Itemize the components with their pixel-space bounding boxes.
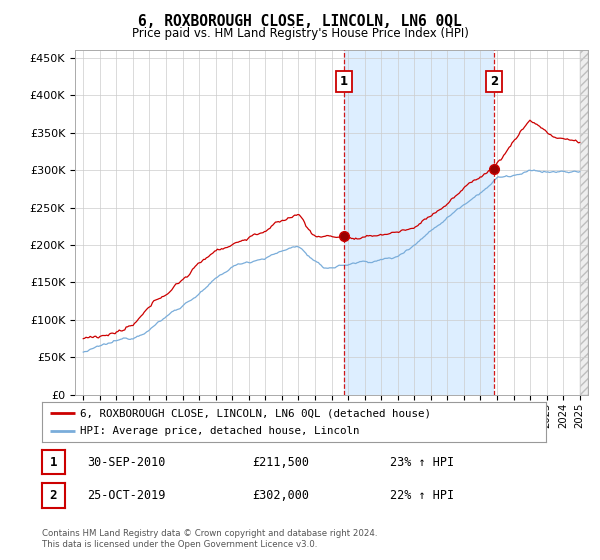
Text: 2: 2: [50, 489, 57, 502]
Text: 2: 2: [490, 75, 498, 88]
Text: 6, ROXBOROUGH CLOSE, LINCOLN, LN6 0QL: 6, ROXBOROUGH CLOSE, LINCOLN, LN6 0QL: [138, 14, 462, 29]
Text: 23% ↑ HPI: 23% ↑ HPI: [390, 455, 454, 469]
Text: £302,000: £302,000: [252, 489, 309, 502]
Text: 1: 1: [50, 455, 57, 469]
Text: Contains HM Land Registry data © Crown copyright and database right 2024.
This d: Contains HM Land Registry data © Crown c…: [42, 529, 377, 549]
Text: 6, ROXBOROUGH CLOSE, LINCOLN, LN6 0QL (detached house): 6, ROXBOROUGH CLOSE, LINCOLN, LN6 0QL (d…: [80, 408, 431, 418]
Text: £211,500: £211,500: [252, 455, 309, 469]
Text: 25-OCT-2019: 25-OCT-2019: [87, 489, 166, 502]
Text: HPI: Average price, detached house, Lincoln: HPI: Average price, detached house, Linc…: [80, 426, 359, 436]
Text: 22% ↑ HPI: 22% ↑ HPI: [390, 489, 454, 502]
Bar: [580, 50, 588, 395]
Text: 1: 1: [340, 75, 348, 88]
Bar: [344, 50, 494, 395]
Text: 30-SEP-2010: 30-SEP-2010: [87, 455, 166, 469]
Text: Price paid vs. HM Land Registry's House Price Index (HPI): Price paid vs. HM Land Registry's House …: [131, 27, 469, 40]
